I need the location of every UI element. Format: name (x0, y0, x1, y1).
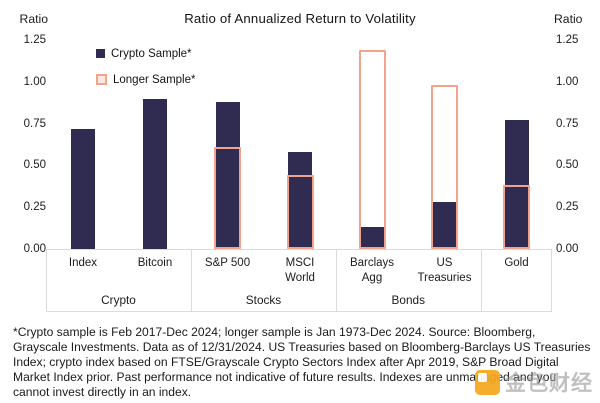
y-tick-label-left: 0.25 (23, 201, 46, 214)
bar-crypto-sample (504, 120, 529, 249)
legend: Crypto Sample* Longer Sample* (96, 45, 195, 97)
x-category-label: Gold (504, 257, 529, 269)
bar-crypto-sample (432, 202, 457, 249)
y-tick-label-left: 1.00 (23, 75, 46, 88)
x-category-label: MSCI World (285, 257, 315, 284)
right-axis-title: Ratio (554, 12, 583, 26)
y-tick-label-right: 1.25 (556, 34, 579, 46)
x-category-label: Index (68, 257, 98, 269)
legend-label: Crypto Sample* (111, 47, 192, 60)
legend-item-longer-sample: Longer Sample* (96, 71, 195, 88)
y-tick-label-right: 1.00 (556, 75, 579, 88)
bar-crypto-sample (288, 152, 312, 249)
left-axis-title: Ratio (19, 12, 48, 26)
axis-divider (191, 249, 192, 312)
footnote: *Crypto sample is Feb 2017-Dec 2024; lon… (13, 325, 590, 400)
y-tick-label-left: 0.75 (23, 117, 46, 130)
jinse-logo-icon (475, 369, 500, 395)
y-tick-label-left: 0.50 (23, 159, 46, 172)
logo-dot-icon (478, 372, 487, 382)
y-tick-label-right: 0.50 (556, 159, 579, 172)
axis-divider (480, 249, 482, 312)
bar-longer-sample (286, 175, 314, 249)
watermark: 金色财经 (475, 367, 593, 397)
bar-crypto-sample (71, 128, 95, 249)
bar-longer-sample (214, 147, 241, 249)
chart-title: Ratio of Annualized Return to Volatility (184, 11, 416, 26)
footnote-line: Market Index prior. Past performance not… (13, 369, 557, 384)
filled-square-swatch-icon (96, 49, 105, 58)
footnote-line: *Crypto sample is Feb 2017-Dec 2024; lon… (13, 325, 536, 339)
y-tick-label-left: 0.00 (23, 243, 46, 255)
x-category-label: Bitcoin (137, 257, 173, 269)
watermark-text: 金色财经 (505, 372, 593, 395)
y-tick-label-right: 0.00 (556, 243, 579, 255)
x-axis-box (46, 249, 552, 312)
legend-item-crypto-sample: Crypto Sample* (96, 45, 195, 62)
bar-crypto-sample (143, 98, 167, 249)
bar-longer-sample (358, 50, 386, 249)
legend-label: Longer Sample* (113, 73, 196, 86)
axis-divider (336, 249, 337, 312)
x-category-label: Barclays Agg (349, 257, 395, 284)
footnote-line: Grayscale Investments. Data as of 12/31/… (13, 339, 591, 354)
footnote-line: Index; crypto index based on FTSE/Graysc… (13, 354, 559, 369)
y-tick-label-right: 0.75 (556, 117, 579, 130)
y-tick-label-left: 1.25 (23, 34, 46, 46)
bar-longer-sample (503, 185, 530, 249)
x-category-label: S&P 500 (204, 257, 251, 269)
footnote-line: cannot invest directly in an index. (13, 384, 192, 399)
y-tick-label-right: 0.25 (556, 201, 579, 214)
bar-crypto-sample (360, 227, 384, 249)
bar-longer-sample (431, 85, 458, 249)
x-group-label: Bonds (391, 293, 425, 307)
x-group-label: Crypto (101, 293, 136, 307)
x-category-label: US Treasuries (417, 257, 472, 284)
outlined-square-swatch-icon (96, 74, 107, 85)
x-group-label: Stocks (245, 293, 282, 307)
bar-crypto-sample (215, 101, 240, 249)
